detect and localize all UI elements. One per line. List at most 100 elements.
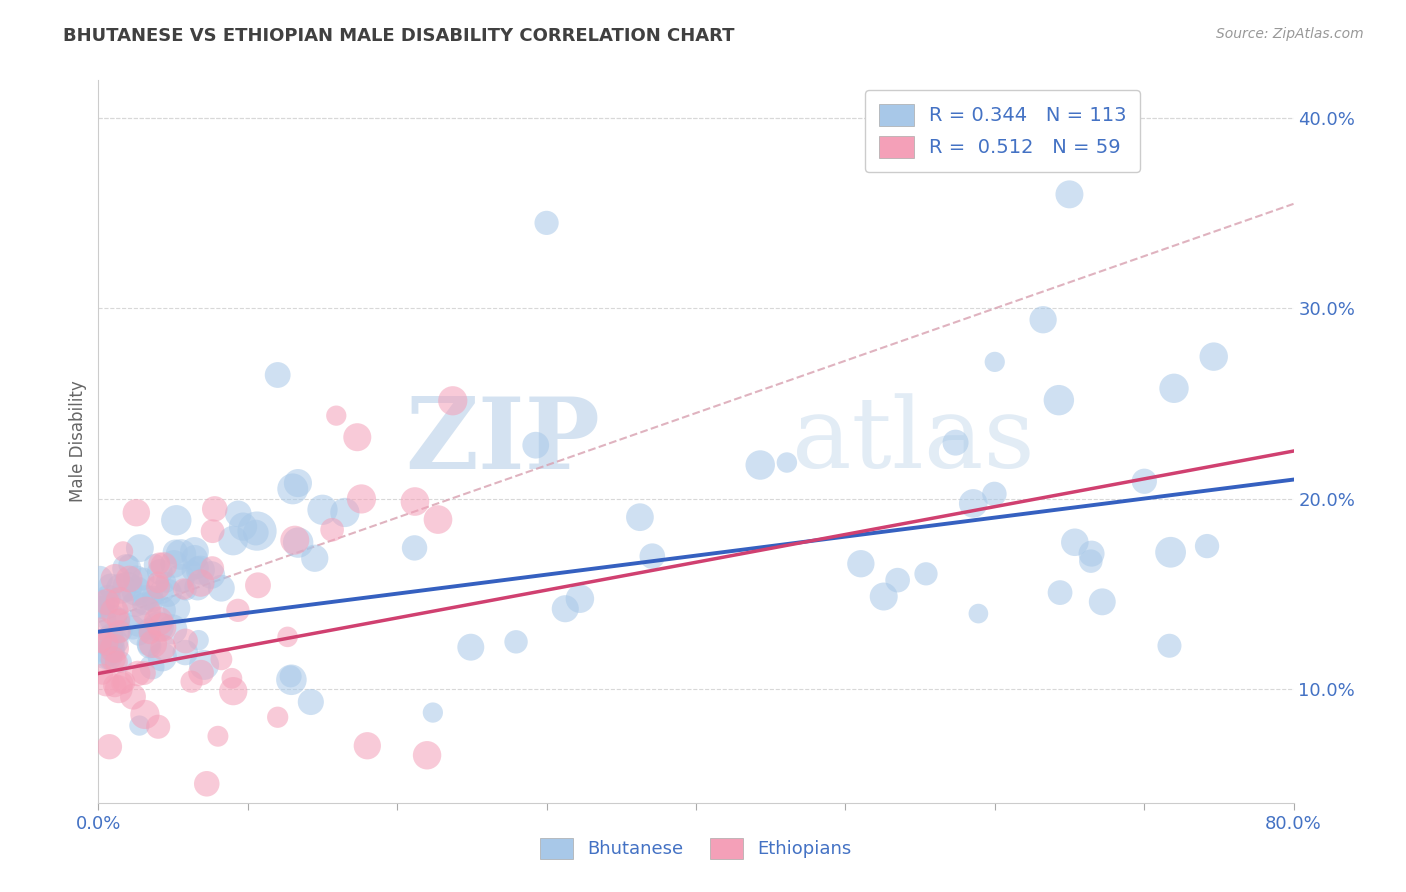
Point (132, 572, 155, 586)
Point (628, 510, 651, 524)
Point (183, 544, 205, 558)
Point (127, 666, 149, 681)
Point (128, 627, 150, 641)
Point (174, 646, 197, 660)
Point (148, 620, 170, 634)
Point (156, 586, 179, 600)
Point (98, 650, 121, 665)
Point (226, 603, 249, 617)
Point (100, 628, 122, 642)
Point (93, 598, 115, 612)
Point (1159, 639, 1181, 653)
Point (190, 576, 212, 591)
Point (98, 739, 121, 754)
Point (105, 634, 128, 648)
Point (204, 502, 226, 516)
Point (138, 637, 160, 651)
Point (94, 648, 117, 662)
Point (112, 675, 135, 690)
Point (187, 633, 209, 648)
Point (188, 563, 211, 577)
Point (139, 626, 162, 640)
Point (122, 690, 145, 704)
Point (1047, 393, 1070, 408)
Point (536, 216, 558, 230)
Point (98, 644, 121, 658)
Point (149, 565, 172, 579)
Point (427, 512, 450, 526)
Point (284, 533, 307, 548)
Legend: Bhutanese, Ethiopians: Bhutanese, Ethiopians (533, 830, 859, 866)
Point (118, 572, 141, 586)
Point (232, 519, 254, 533)
Point (222, 533, 245, 548)
Point (96, 595, 118, 609)
Point (91, 667, 114, 681)
Point (108, 612, 131, 626)
Point (128, 541, 150, 556)
Point (150, 649, 173, 664)
Point (967, 607, 990, 621)
Point (138, 622, 160, 636)
Point (304, 551, 326, 566)
Point (125, 506, 148, 520)
Point (246, 524, 269, 538)
Point (267, 368, 290, 382)
Point (221, 671, 243, 685)
Point (170, 548, 193, 562)
Point (226, 507, 249, 521)
Point (128, 615, 150, 630)
Text: Source: ZipAtlas.com: Source: ZipAtlas.com (1216, 27, 1364, 41)
Point (103, 605, 125, 619)
Point (96, 613, 118, 627)
Point (183, 551, 205, 566)
Point (311, 503, 333, 517)
Point (148, 720, 170, 734)
Point (1080, 547, 1102, 561)
Point (1049, 585, 1071, 599)
Point (1080, 554, 1102, 568)
Point (180, 674, 202, 689)
Point (108, 594, 131, 608)
Point (962, 496, 984, 510)
Point (983, 487, 1005, 501)
Point (143, 558, 166, 572)
Point (222, 684, 245, 698)
Point (105, 655, 128, 669)
Point (1063, 535, 1085, 549)
Point (89, 633, 111, 648)
Point (104, 679, 127, 693)
Point (117, 580, 139, 594)
Point (124, 597, 146, 611)
Point (110, 655, 132, 669)
Point (173, 582, 195, 596)
Point (152, 558, 174, 573)
Point (1163, 381, 1185, 395)
Point (267, 710, 290, 724)
Point (180, 564, 202, 578)
Point (346, 430, 368, 444)
Point (849, 557, 872, 571)
Point (135, 591, 157, 605)
Point (148, 615, 170, 629)
Point (125, 572, 148, 586)
Point (150, 584, 173, 599)
Point (150, 603, 173, 617)
Point (1133, 475, 1156, 489)
Point (90, 622, 112, 636)
Y-axis label: Male Disability: Male Disability (69, 381, 87, 502)
Point (162, 623, 184, 637)
Point (107, 614, 129, 628)
Point (101, 642, 124, 657)
Point (142, 594, 165, 608)
Point (128, 718, 150, 732)
Point (117, 558, 139, 572)
Point (299, 695, 322, 709)
Point (287, 476, 309, 491)
Point (416, 748, 439, 763)
Point (141, 660, 163, 674)
Point (441, 393, 464, 408)
Point (280, 673, 302, 687)
Point (165, 513, 187, 527)
Point (886, 573, 908, 587)
